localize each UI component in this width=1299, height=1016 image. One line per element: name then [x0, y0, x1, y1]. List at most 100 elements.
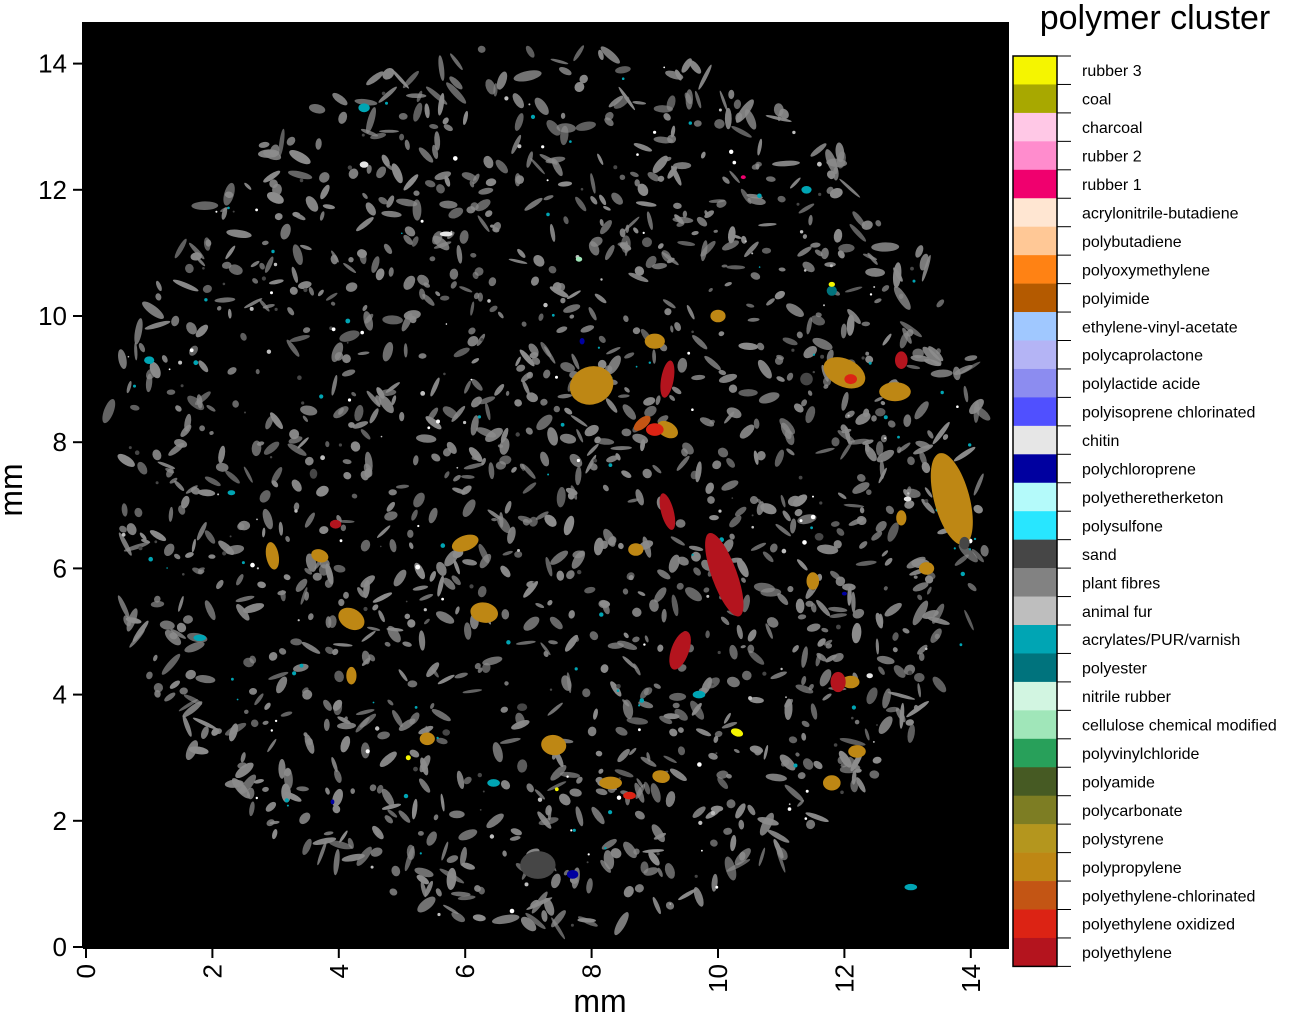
matrix-fibre	[121, 503, 128, 517]
matrix-fibre	[586, 878, 593, 894]
matrix-fibre	[547, 427, 558, 446]
matrix-fibre	[134, 507, 143, 518]
y-tick-label: 2	[53, 806, 67, 836]
x-tick-label: 0	[71, 964, 101, 978]
matrix-fibre	[308, 613, 314, 621]
matrix-speckle	[555, 375, 558, 379]
matrix-fibre	[402, 70, 419, 89]
matrix-fibre	[526, 371, 534, 379]
matrix-fibre	[878, 716, 893, 734]
matrix-fibre	[440, 295, 450, 301]
matrix-fibre	[669, 692, 687, 701]
matrix-fibre	[884, 557, 893, 566]
matrix-fibre	[235, 595, 255, 603]
matrix-fibre	[287, 307, 295, 316]
matrix-fibre	[544, 514, 557, 527]
particle-polypropylene	[644, 333, 665, 349]
matrix-fibre	[354, 404, 364, 422]
matrix-speckle	[597, 346, 601, 349]
matrix-fibre	[449, 268, 459, 280]
matrix-fibre	[789, 177, 801, 189]
matrix-fibre	[621, 470, 632, 478]
matrix-speckle	[360, 330, 365, 335]
matrix-fibre	[388, 489, 397, 496]
matrix-fibre	[186, 322, 197, 335]
matrix-fibre	[300, 587, 308, 605]
matrix-fibre	[796, 331, 803, 339]
matrix-fibre	[721, 480, 739, 491]
matrix-speckle	[812, 495, 814, 498]
matrix-fibre	[430, 377, 440, 397]
matrix-fibre	[755, 161, 762, 167]
matrix-fibre	[442, 406, 458, 419]
matrix-fibre	[456, 244, 463, 264]
matrix-fibre	[383, 243, 393, 255]
matrix-fibre	[657, 867, 663, 878]
matrix-fibre	[540, 642, 551, 656]
matrix-fibre	[603, 206, 611, 211]
matrix-fibre	[778, 267, 786, 272]
matrix-fibre	[274, 213, 283, 221]
matrix-fibre	[285, 536, 290, 542]
matrix-speckle	[574, 667, 578, 671]
matrix-fibre	[417, 831, 424, 836]
matrix-fibre	[250, 719, 259, 728]
matrix-fibre	[547, 781, 567, 791]
matrix-fibre	[522, 518, 530, 526]
matrix-fibre	[623, 886, 634, 898]
y-tick-label: 12	[38, 175, 67, 205]
matrix-fibre	[163, 543, 175, 557]
matrix-fibre	[538, 817, 559, 826]
matrix-fibre	[723, 712, 731, 724]
matrix-fibre	[721, 264, 728, 268]
matrix-fibre	[453, 559, 460, 575]
particle-chitin	[439, 231, 453, 237]
matrix-fibre	[334, 352, 344, 361]
matrix-fibre	[546, 119, 561, 136]
matrix-fibre	[524, 197, 543, 211]
matrix-fibre	[509, 836, 521, 841]
matrix-fibre	[332, 788, 343, 807]
matrix-fibre	[559, 793, 571, 806]
matrix-fibre	[422, 293, 435, 306]
matrix-fibre	[696, 216, 708, 227]
matrix-fibre	[525, 427, 533, 435]
matrix-fibre	[387, 809, 398, 818]
matrix-fibre	[404, 139, 410, 151]
particle-rubber-3	[405, 755, 411, 761]
legend-label: rubber 3	[1082, 63, 1142, 80]
matrix-speckle	[836, 624, 841, 630]
matrix-fibre	[865, 355, 874, 364]
matrix-fibre	[451, 891, 471, 897]
legend-swatch	[1013, 312, 1057, 341]
matrix-speckle	[537, 797, 543, 802]
matrix-fibre	[756, 342, 765, 351]
matrix-fibre	[610, 848, 622, 859]
matrix-speckle	[799, 519, 803, 523]
matrix-fibre	[856, 777, 866, 793]
matrix-fibre	[396, 198, 418, 207]
matrix-fibre	[482, 656, 503, 666]
matrix-fibre	[502, 550, 513, 556]
plant-fibre-matrix	[102, 45, 991, 940]
matrix-fibre	[215, 462, 229, 472]
matrix-fibre	[164, 629, 182, 646]
matrix-fibre	[623, 632, 629, 639]
legend-label: polyvinylchloride	[1082, 746, 1199, 763]
legend-label: polyethylene-chlorinated	[1082, 888, 1255, 905]
matrix-fibre	[381, 803, 402, 810]
matrix-fibre	[880, 434, 888, 443]
matrix-fibre	[357, 249, 367, 259]
matrix-fibre	[642, 468, 652, 479]
particle-polypropylene	[930, 453, 973, 545]
matrix-fibre	[866, 687, 878, 705]
matrix-fibre	[443, 577, 456, 590]
matrix-fibre	[333, 564, 346, 573]
matrix-fibre	[728, 89, 735, 100]
matrix-fibre	[256, 441, 265, 446]
matrix-fibre	[496, 71, 508, 90]
matrix-fibre	[236, 604, 250, 621]
matrix-fibre	[409, 712, 420, 725]
matrix-speckle	[127, 355, 130, 358]
matrix-fibre	[521, 463, 536, 479]
